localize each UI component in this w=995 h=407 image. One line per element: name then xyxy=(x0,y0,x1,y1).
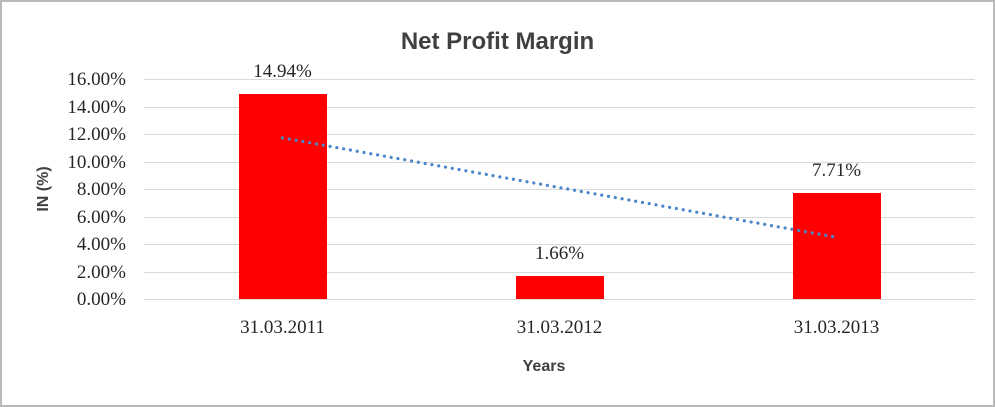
y-tick-label: 10.00% xyxy=(67,151,126,173)
y-tick-label: 16.00% xyxy=(67,69,126,90)
x-category-label: 31.03.2011 xyxy=(240,317,325,338)
chart-title: Net Profit Margin xyxy=(400,28,595,55)
gridline xyxy=(144,106,975,108)
y-tick-label: 6.00% xyxy=(76,206,126,228)
trendline xyxy=(280,136,839,239)
gridline xyxy=(144,271,975,273)
bar-data-label: 1.66% xyxy=(534,243,585,265)
y-tick-label: 14.00% xyxy=(67,96,126,118)
bar-data-label: 7.71% xyxy=(811,159,862,181)
plot-area: 14.94% 1.66% 7.71% xyxy=(144,61,975,300)
y-tick-label: 12.00% xyxy=(67,124,126,145)
gridline xyxy=(144,134,975,135)
bar-31.03.2013 xyxy=(792,192,881,299)
gridline xyxy=(144,244,975,245)
y-tick-label: 0.00% xyxy=(76,289,126,310)
bar-data-label: 14.94% xyxy=(253,60,312,82)
gridline xyxy=(144,216,975,218)
bar-31.03.2012 xyxy=(515,276,604,299)
x-category-label: 31.03.2013 xyxy=(793,317,880,338)
bar-31.03.2011 xyxy=(238,93,327,299)
y-tick-label: 2.00% xyxy=(76,261,126,283)
y-tick-label: 4.00% xyxy=(76,234,126,255)
gridline xyxy=(144,189,975,190)
y-axis-tick-labels: 0.00% 2.00% 4.00% 6.00% 8.00% 10.00% 12.00% 14.… xyxy=(2,69,126,310)
y-tick-label: 8.00% xyxy=(76,179,126,200)
x-axis-category-labels: 31.03.2011 31.03.2012 31.03.2013 xyxy=(144,317,975,341)
x-category-label: 31.03.2012 xyxy=(516,317,603,338)
gridline xyxy=(144,79,975,80)
trendline-layer xyxy=(280,136,839,239)
gridline xyxy=(144,161,975,163)
x-axis-title: Years xyxy=(522,358,566,375)
gridline xyxy=(144,299,975,300)
